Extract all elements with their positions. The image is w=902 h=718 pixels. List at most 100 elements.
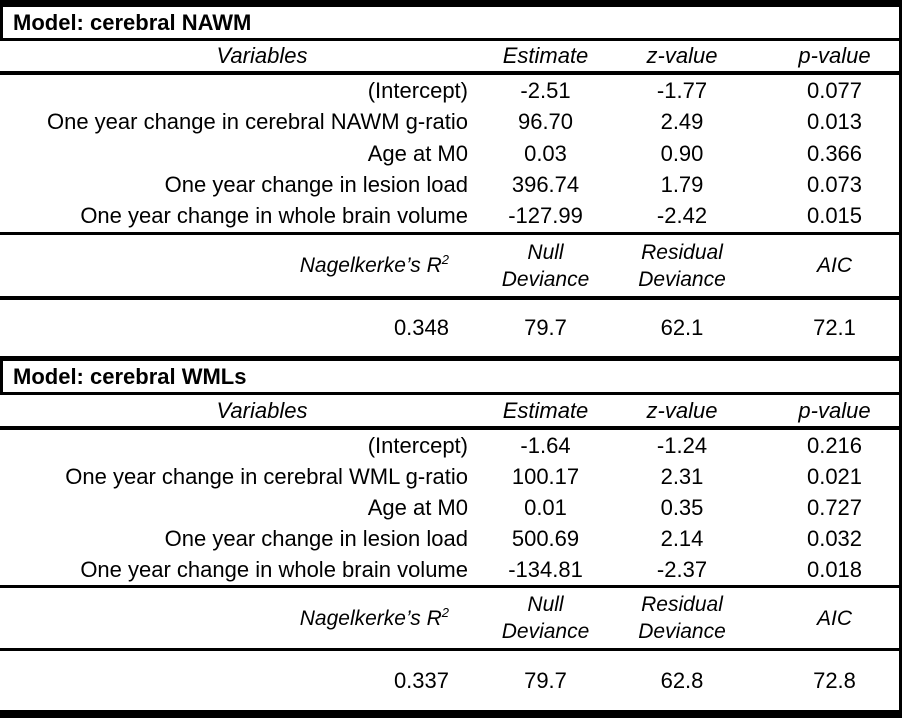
variable-cell: Age at M0 (367, 140, 468, 166)
p-value-cell: 0.727 (806, 494, 863, 520)
z-value-cell: 1.79 (660, 171, 704, 197)
variable-cell: One year change in cerebral WML g-ratio (65, 463, 468, 489)
table-row: Age at M0 0.03 0.90 0.366 (0, 138, 902, 169)
null-deviance-header: Null Deviance (501, 593, 590, 643)
col-header-variables: Variables (216, 397, 308, 423)
col-header-p-value: p-value (798, 43, 871, 68)
p-value-cell: 0.015 (806, 203, 863, 229)
null-deviance-value: 79.7 (524, 667, 567, 693)
p-value-cell: 0.013 (806, 109, 863, 135)
aic-header: AIC (816, 606, 852, 630)
model-title-row-wmls: Model: cerebral WMLs (0, 361, 902, 392)
column-header-row-nawm: Variables Estimate z-value p-value (0, 41, 902, 71)
p-value-cell: 0.073 (806, 171, 863, 197)
table-bottom-border (0, 710, 902, 718)
col-header-variables: Variables (216, 43, 308, 68)
column-header-row-wmls: Variables Estimate z-value p-value (0, 395, 902, 426)
p-value-cell: 0.018 (806, 556, 863, 582)
estimate-cell: 0.03 (524, 140, 567, 166)
variable-cell: Age at M0 (367, 494, 468, 520)
residual-deviance-header: Residual Deviance (638, 593, 726, 643)
table-row: Age at M0 0.01 0.35 0.727 (0, 492, 902, 523)
rule-below-header-nawm (0, 71, 902, 75)
model-title-wmls: Model: cerebral WMLs (13, 363, 247, 389)
aic-header: AIC (816, 254, 852, 277)
table-row: (Intercept) -2.51 -1.77 0.077 (0, 75, 902, 106)
r2-value: 0.348 (393, 315, 449, 340)
z-value-cell: -1.24 (656, 432, 708, 458)
z-value-cell: 2.14 (660, 525, 704, 551)
divider-between-models (0, 356, 902, 361)
rule-below-fit-header-nawm (0, 296, 902, 300)
table-row: One year change in lesion load 396.74 1.… (0, 169, 902, 200)
rule-below-header-wmls (0, 426, 902, 430)
z-value-cell: -2.37 (656, 556, 708, 582)
estimate-cell: 396.74 (511, 171, 580, 197)
rule-below-model-title-nawm (0, 38, 902, 41)
table-row: One year change in whole brain volume -1… (0, 554, 902, 585)
rule-below-model-title-wmls (0, 392, 902, 395)
table-right-border (899, 0, 902, 718)
p-value-cell: 0.216 (806, 432, 863, 458)
r2-value: 0.337 (393, 667, 449, 693)
p-value-cell: 0.366 (806, 140, 863, 166)
r2-header: Nagelkerke’s R2 (299, 604, 449, 630)
aic-value: 72.1 (813, 315, 856, 340)
variable-cell: One year change in whole brain volume (80, 556, 468, 582)
model-title-row-nawm: Model: cerebral NAWM (0, 7, 902, 38)
table-row: One year change in cerebral NAWM g-ratio… (0, 106, 902, 137)
variable-cell: One year change in cerebral NAWM g-ratio (46, 109, 468, 135)
z-value-cell: 0.90 (660, 140, 704, 166)
table-row: One year change in lesion load 500.69 2.… (0, 523, 902, 554)
r2-header: Nagelkerke’s R2 (299, 252, 449, 277)
fit-header-row-nawm: Nagelkerke’s R2 Null Deviance Residual D… (0, 235, 902, 296)
estimate-cell: 100.17 (511, 463, 580, 489)
residual-deviance-value: 62.8 (660, 667, 704, 693)
col-header-p-value: p-value (798, 397, 871, 423)
table-row: One year change in whole brain volume -1… (0, 201, 902, 232)
table-row: One year change in cerebral WML g-ratio … (0, 461, 902, 492)
col-header-estimate: Estimate (502, 43, 589, 68)
estimate-cell: -134.81 (508, 556, 583, 582)
r2-superscript: 2 (441, 252, 449, 267)
variable-cell: One year change in whole brain volume (80, 203, 468, 229)
estimate-cell: -127.99 (508, 203, 583, 229)
p-value-cell: 0.077 (806, 77, 863, 103)
aic-value: 72.8 (813, 667, 856, 693)
col-header-z-value: z-value (646, 43, 718, 68)
variable-cell: (Intercept) (367, 77, 468, 103)
table-row: (Intercept) -1.64 -1.24 0.216 (0, 430, 902, 461)
rule-above-fit-header-nawm (0, 232, 902, 235)
p-value-cell: 0.032 (806, 525, 863, 551)
null-deviance-value: 79.7 (524, 315, 567, 340)
rule-above-fit-header-wmls (0, 585, 902, 588)
residual-deviance-header: Residual Deviance (638, 240, 726, 291)
estimate-cell: 500.69 (511, 525, 580, 551)
fit-header-row-wmls: Nagelkerke’s R2 Null Deviance Residual D… (0, 588, 902, 648)
model-title-nawm: Model: cerebral NAWM (13, 9, 252, 35)
r2-superscript: 2 (441, 604, 449, 620)
null-deviance-header: Null Deviance (501, 240, 590, 291)
data-rows-wmls: (Intercept) -1.64 -1.24 0.216 One year c… (0, 430, 902, 585)
residual-deviance-value: 62.1 (660, 315, 704, 340)
estimate-cell: 96.70 (517, 109, 574, 135)
col-header-estimate: Estimate (502, 397, 589, 423)
z-value-cell: 2.31 (660, 463, 704, 489)
rule-below-fit-header-wmls (0, 648, 902, 651)
data-rows-nawm: (Intercept) -2.51 -1.77 0.077 One year c… (0, 75, 902, 232)
z-value-cell: 0.35 (660, 494, 704, 520)
estimate-cell: -1.64 (520, 432, 571, 458)
variable-cell: One year change in lesion load (164, 525, 468, 551)
p-value-cell: 0.021 (806, 463, 863, 489)
variable-cell: One year change in lesion load (164, 171, 468, 197)
z-value-cell: 2.49 (660, 109, 704, 135)
fit-values-row-nawm: 0.348 79.7 62.1 72.1 (0, 300, 902, 356)
z-value-cell: -1.77 (656, 77, 708, 103)
variable-cell: (Intercept) (367, 432, 468, 458)
estimate-cell: -2.51 (520, 77, 571, 103)
col-header-z-value: z-value (646, 397, 718, 423)
estimate-cell: 0.01 (524, 494, 567, 520)
z-value-cell: -2.42 (656, 203, 708, 229)
table-top-border (0, 0, 902, 7)
